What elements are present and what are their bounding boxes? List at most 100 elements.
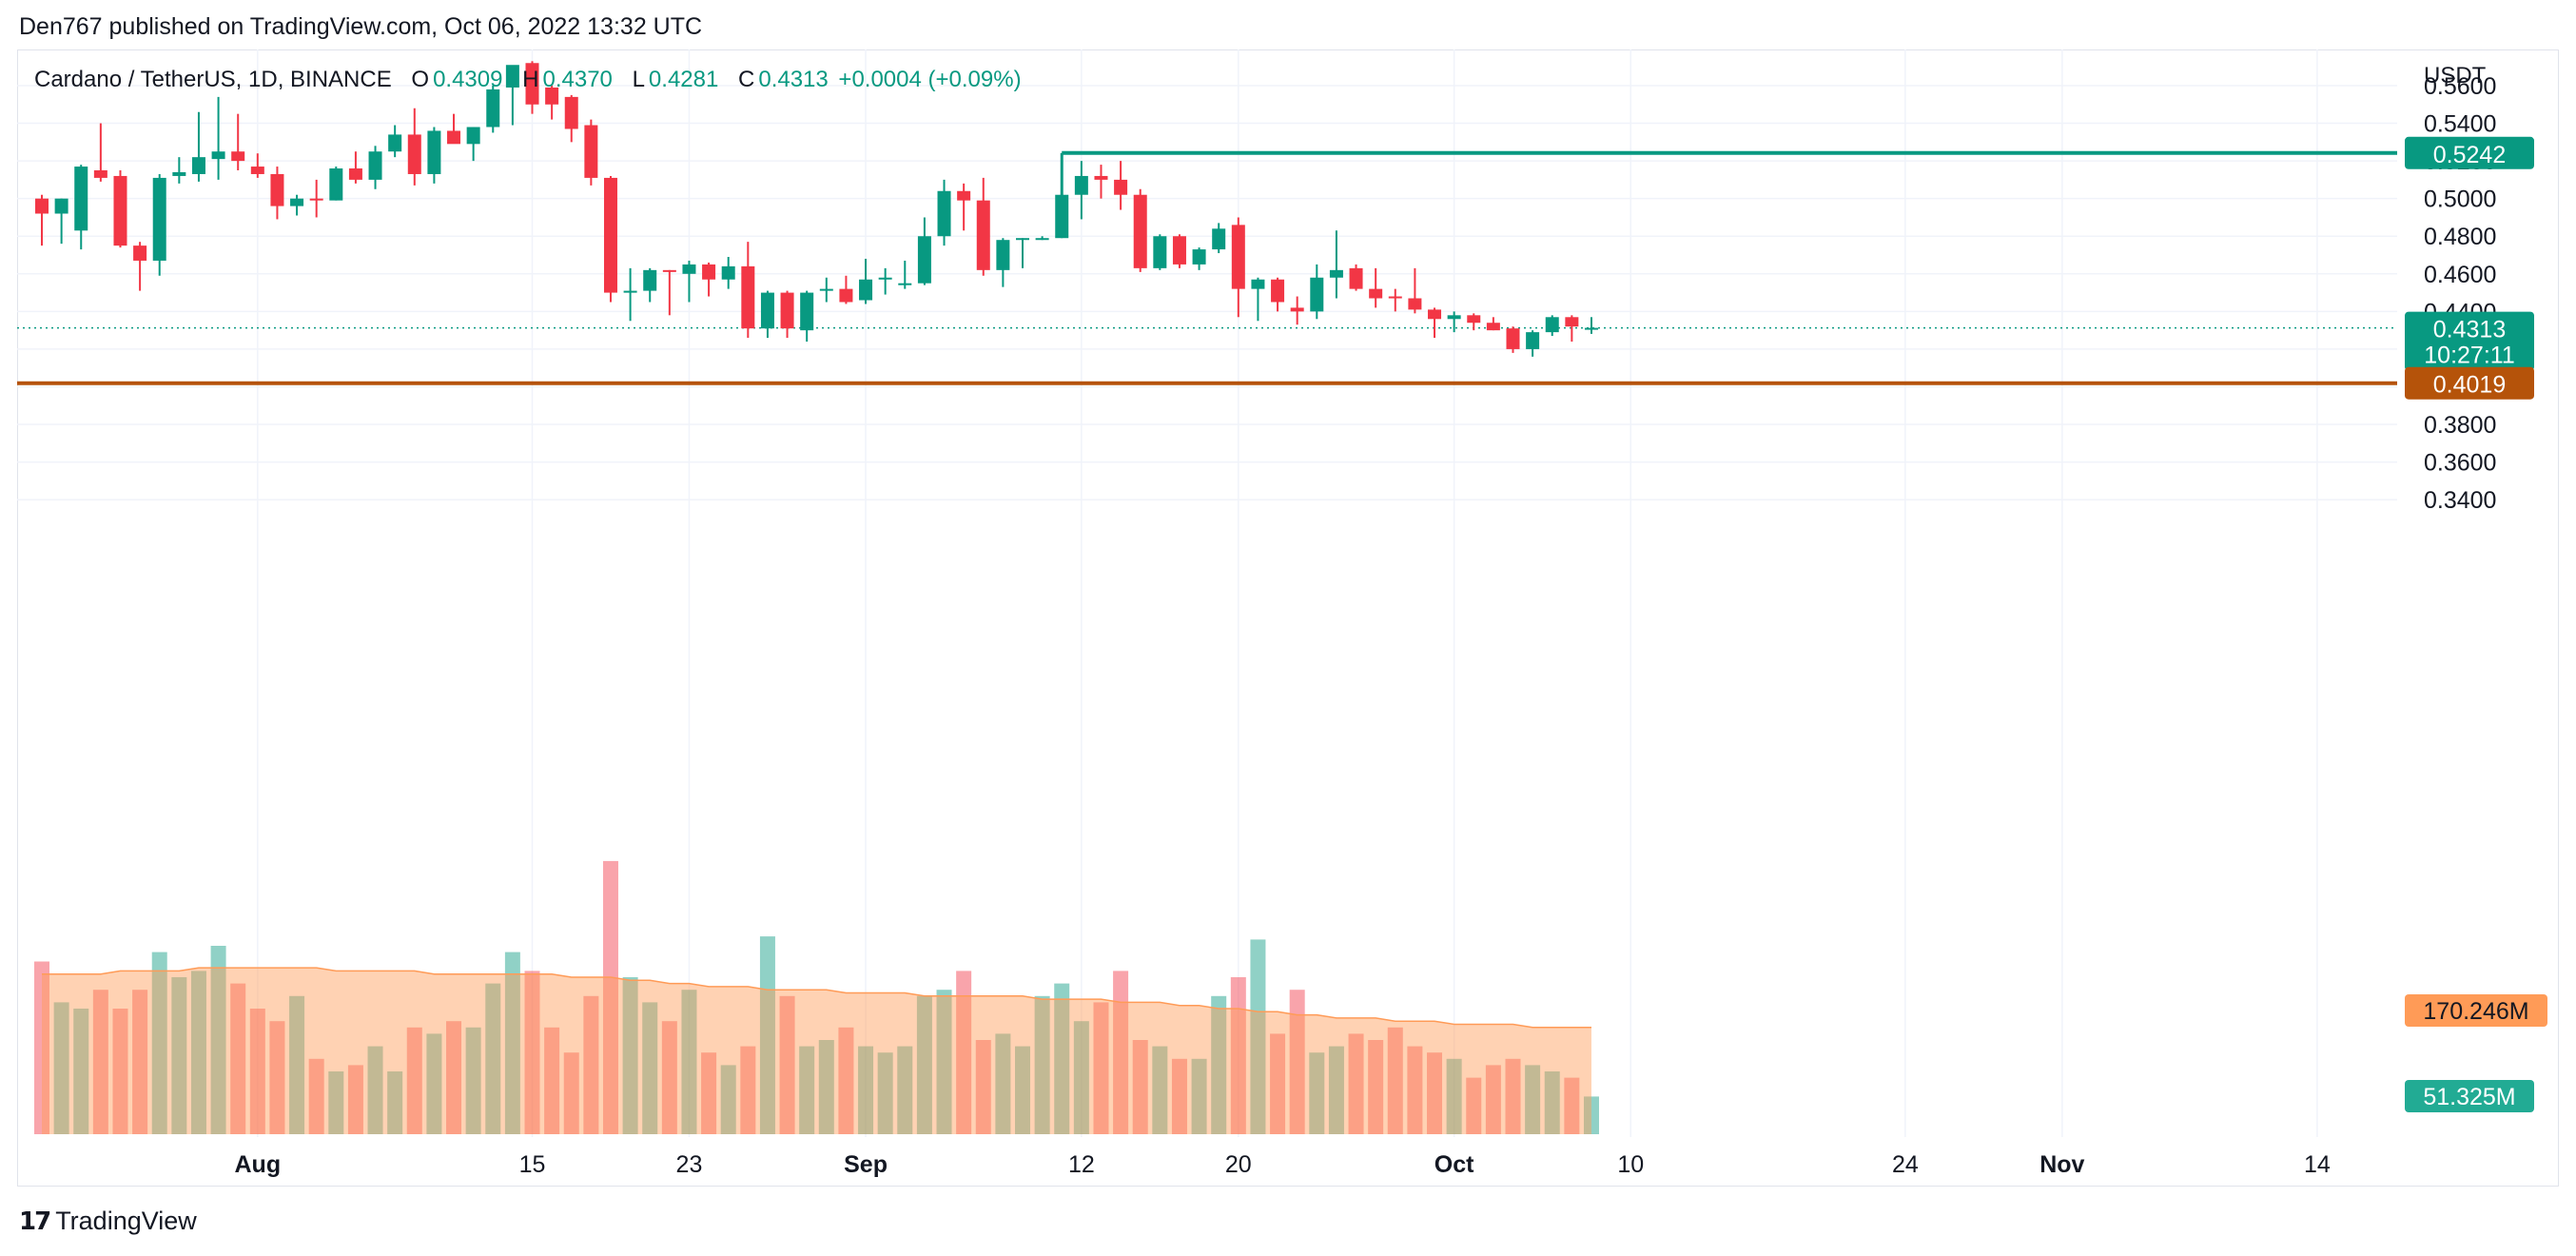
y-tick-label: 0.3400 [2424,487,2496,514]
volume-bar [53,1002,69,1134]
volume-bar [720,1065,736,1134]
x-tick-label: Oct [1434,1151,1474,1178]
change-value: +0.0004 (+0.09%) [838,67,1022,92]
volume-bar [1525,1065,1541,1134]
volume-bar [1034,995,1050,1134]
candle-body [996,240,1010,270]
candle-body [74,167,88,231]
chart-frame[interactable] [17,49,2559,1187]
volume-bar [602,860,618,1134]
volume-bar [799,1046,815,1134]
volume-bar [34,961,49,1134]
candle-body [407,134,421,174]
candle-body [211,151,225,160]
volume-bar [858,1046,874,1134]
low-key: L [632,67,645,92]
x-tick-label: 15 [519,1151,546,1178]
candle-body [1074,175,1088,195]
candle-body [35,198,49,214]
close-key: C [738,67,755,92]
volume-bar [1015,1046,1030,1134]
tradingview-logo[interactable]: 𝟭𝟳 TradingView [19,1207,197,1236]
volume-bar [504,952,520,1134]
volume-last-tag-bg [2405,1080,2534,1112]
candle-body [741,265,755,329]
candle-body [329,168,343,201]
candle-body [368,151,382,180]
volume-bar [779,995,795,1134]
candle-body [800,292,814,331]
candle-body [564,96,578,129]
published-line: Den767 published on TradingView.com, Oct… [19,13,703,40]
candle-body [1329,269,1343,278]
volume-bar [1270,1033,1286,1134]
candle-body [1408,298,1422,310]
volume-bar [1348,1033,1364,1134]
volume-bar [897,1046,913,1134]
volume-bar [818,1040,834,1134]
candle-body [388,134,402,152]
high-key: H [522,67,539,92]
volume-bar [1544,1071,1560,1134]
volume-bar [1113,971,1129,1134]
volume-bar [975,1040,991,1134]
candle-body [545,87,559,105]
candle-body [427,130,441,174]
current-price-tag-text: 0.4313 [2433,317,2506,343]
candle-body [1114,179,1128,195]
y-tick-label: 0.5000 [2424,186,2496,213]
symbol-name: Cardano / TetherUS, 1D, BINANCE [34,67,392,92]
x-tick-label: 20 [1225,1151,1252,1178]
volume-bars [34,860,1599,1134]
volume-bar [465,1027,481,1134]
volume-ma-tag-bg [2405,994,2547,1027]
volume-bar [701,1052,717,1134]
volume-bar [622,977,638,1134]
candle-body [643,269,657,291]
volume-bar [289,995,305,1134]
volume-bar [1132,1040,1148,1134]
volume-bar [249,1009,265,1134]
volume-bar [1328,1046,1344,1134]
candle-body [1251,279,1265,289]
volume-bar [1073,1021,1089,1134]
resistance-tag-text: 0.5242 [2433,142,2506,168]
candle-body [231,151,245,162]
x-tick-label: Aug [235,1151,282,1178]
candle-body [1271,279,1285,303]
open-key: O [411,67,430,92]
low-value: 0.4281 [648,67,719,92]
candle-body [525,63,539,105]
volume-bar [916,995,932,1134]
volume-bar [171,977,187,1134]
candles [35,61,1598,357]
y-tick-label: 0.3600 [2424,450,2496,477]
close-value: 0.4313 [758,67,829,92]
volume-bar [1407,1046,1423,1134]
volume-bar [1505,1058,1521,1134]
candle-body [1133,194,1147,268]
candle-body [976,200,990,270]
volume-bar [524,971,540,1134]
candle-body [1310,277,1324,312]
volume-bar [1250,939,1266,1134]
candle-body [702,264,716,280]
candle-body [937,190,951,237]
candle-body [152,177,166,261]
y-tick-label: 0.4600 [2424,262,2496,288]
candle-body [1369,288,1383,299]
candle-body [1055,194,1069,239]
candle-body [1192,249,1206,265]
candle-body [1035,238,1049,241]
volume-bar [936,990,952,1134]
volume-bar [563,1052,579,1134]
volume-bar [642,1002,658,1134]
candle-body [819,288,833,291]
volume-bar [308,1058,324,1134]
candle-body [1506,328,1520,349]
volume-bar [661,1021,677,1134]
candle-body [1172,236,1186,265]
candle-body [623,290,637,293]
candle-body [486,88,500,128]
